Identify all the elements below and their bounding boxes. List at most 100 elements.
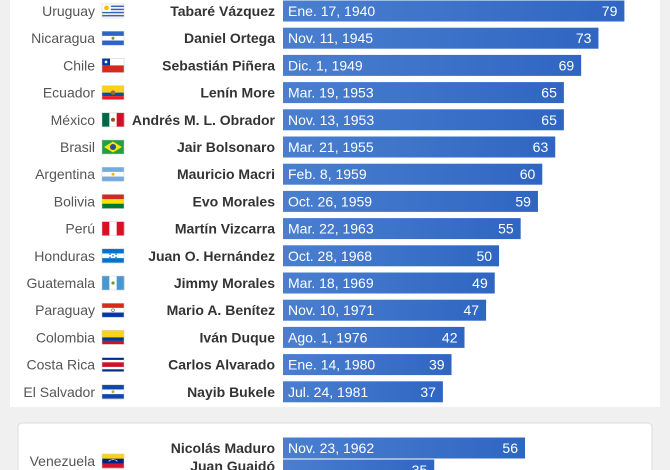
flag-part <box>102 307 124 313</box>
flag-part <box>102 362 124 367</box>
flag-part <box>101 357 125 372</box>
leader-name: Jair Bolsonaro <box>177 139 275 155</box>
venezuela-flag <box>101 453 125 469</box>
flag-part <box>115 256 117 259</box>
peru-flag <box>101 221 125 236</box>
leader-name: Iván Duque <box>200 329 276 345</box>
flag-part <box>101 221 125 236</box>
age-label: 59 <box>515 193 531 209</box>
flag-part <box>101 248 125 264</box>
flag-part <box>104 5 109 11</box>
birth-date-label: Oct. 26, 1959 <box>288 193 372 209</box>
bar-guatemala <box>283 272 495 294</box>
flag-part <box>102 176 124 182</box>
bar-perú <box>283 218 521 240</box>
flag-part <box>102 203 124 209</box>
flag-part <box>110 90 116 95</box>
bar-venezuela-2 <box>283 459 435 470</box>
flag-part <box>110 144 116 150</box>
flag-part <box>102 5 124 8</box>
birth-date-label: Nov. 23, 1962 <box>288 440 374 456</box>
country-label: Paraguay <box>35 302 95 318</box>
costa-rica-flag <box>101 357 125 372</box>
age-label: 50 <box>476 248 492 264</box>
leader-name: Martín Vizcarra <box>175 221 275 237</box>
bar-nicaragua <box>283 27 599 49</box>
flag-part <box>102 112 110 127</box>
flag-part <box>102 4 124 6</box>
flag-part <box>101 58 125 73</box>
leader-name: Mauricio Macri <box>177 166 275 182</box>
flag-part <box>101 453 125 469</box>
country-label: Bolivia <box>54 193 95 209</box>
age-label: 65 <box>541 85 557 101</box>
bar-chile <box>283 54 582 76</box>
country-label: Argentina <box>35 166 95 182</box>
flag-part <box>102 199 124 205</box>
bar-honduras <box>283 245 500 267</box>
flag-part <box>102 14 124 17</box>
flag-part <box>110 459 112 461</box>
age-label: 65 <box>541 112 557 128</box>
chile-flag <box>101 58 125 73</box>
bar-bolivia <box>283 190 538 212</box>
age-label: 39 <box>429 357 445 373</box>
el-salvador-flag <box>101 384 125 400</box>
bar-colombia <box>283 326 465 348</box>
leader-name: Mario A. Benítez <box>167 302 275 318</box>
age-label: 60 <box>520 166 536 182</box>
leader-name: Evo Morales <box>193 193 276 209</box>
flag-part <box>101 194 125 209</box>
flag-part <box>116 276 125 290</box>
leader-name: Nayib Bukele <box>187 384 275 400</box>
flag-part <box>102 11 124 14</box>
leader-name: Tabaré Vázquez <box>170 3 275 19</box>
age-label: 63 <box>533 139 549 155</box>
bar-el-salvador <box>283 381 443 403</box>
flag-part <box>111 390 115 394</box>
bar-paraguay <box>283 299 487 321</box>
bar-venezuela-1 <box>283 437 525 459</box>
country-label: Uruguay <box>42 3 95 19</box>
flag-part <box>109 253 111 256</box>
ecuador-flag <box>101 85 125 100</box>
country-label: Venezuela <box>30 453 96 469</box>
birth-date-label: Feb. 8, 1959 <box>288 166 367 182</box>
age-label: 37 <box>420 384 436 400</box>
flag-part <box>115 253 117 256</box>
flag-part <box>111 36 115 40</box>
flag-part <box>102 85 124 93</box>
birth-date-label: Nov. 10, 1971 <box>288 302 374 318</box>
age-label: 49 <box>472 275 488 291</box>
country-label: Colombia <box>36 329 95 345</box>
birth-date-label: Oct. 28, 1968 <box>288 248 372 264</box>
age-label: 47 <box>464 302 480 318</box>
country-label: Nicaragua <box>31 30 95 46</box>
flag-part <box>111 459 113 461</box>
flag-part <box>102 454 124 459</box>
paraguay-flag <box>101 302 125 318</box>
flag-part <box>101 112 125 128</box>
mexico-flag <box>101 112 125 128</box>
flag-part <box>101 30 125 46</box>
flag-part <box>102 16 124 19</box>
flag-part <box>102 458 124 464</box>
country-label: Brasil <box>60 139 95 155</box>
flag-part <box>111 281 115 285</box>
birth-date-label: Mar. 21, 1955 <box>288 139 374 155</box>
country-label: Honduras <box>34 248 95 264</box>
bar-méxico <box>283 109 564 131</box>
bar-uruguay <box>283 0 625 22</box>
flag-part <box>102 330 124 338</box>
birth-date-label: Nov. 13, 1953 <box>288 112 374 128</box>
flag-part <box>113 459 115 461</box>
flag-part <box>102 40 124 46</box>
flag-part <box>112 255 114 257</box>
flag-part <box>101 85 125 100</box>
flag-part <box>102 384 124 390</box>
bar-ecuador <box>283 82 564 104</box>
flag-part <box>116 112 125 127</box>
birth-date-label: Nov. 11, 1945 <box>288 30 373 46</box>
flag-part <box>102 8 124 11</box>
country-label: Guatemala <box>27 275 96 291</box>
